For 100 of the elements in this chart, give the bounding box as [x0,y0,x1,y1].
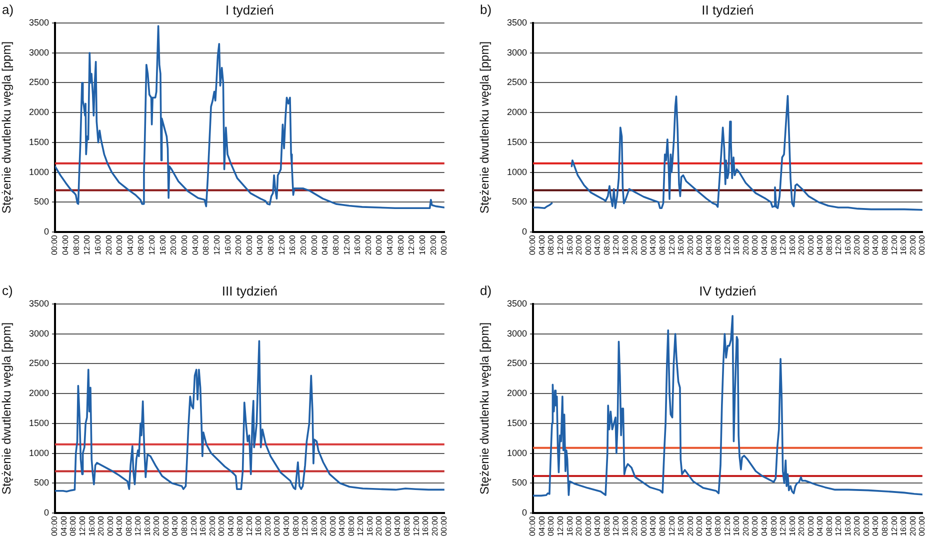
x-tick-label: 16:00 [676,234,686,256]
x-tick-label: 12:00 [778,234,788,256]
x-tick-label: 04:00 [871,515,880,536]
x-tick-label: 12:00 [612,515,621,536]
x-tick-label: 00:00 [115,234,124,256]
y-tick-label: 0 [522,507,527,518]
x-tick-label: 12:00 [412,515,421,536]
x-tick-label: 04:00 [320,234,330,256]
x-tick-label: 20:00 [104,234,114,256]
x-tick-label: 04:00 [760,515,769,536]
y-tick-label: 1500 [506,136,527,147]
x-tick-label: 12:00 [834,515,844,536]
x-tick-label: 12:00 [890,234,899,256]
x-tick-label: 08:00 [658,515,668,536]
x-tick-label: 08:00 [546,515,556,536]
x-tick-label: 08:00 [236,515,245,536]
x-tick-label: 16:00 [676,515,686,536]
text: a) [2,2,14,17]
y-tick-label: 3000 [28,328,49,338]
x-tick-label: 04:00 [760,234,769,256]
x-tick-label: 08:00 [396,234,406,256]
y-tick-label: 1500 [28,136,49,147]
x-tick-label: 00:00 [806,234,816,256]
y-tick-label: 3000 [506,47,527,58]
y-tick-label: 0 [44,507,49,518]
y-tick-label: 1000 [28,166,49,177]
x-tick-label: 00:00 [217,515,226,536]
x-tick-label: 20:00 [169,234,178,256]
x-tick-label: 00:00 [272,515,282,536]
x-tick-label: 00:00 [440,234,449,256]
x-tick-label: 12:00 [667,234,676,256]
text: d) [480,283,492,298]
y-tick-label: 500 [512,196,527,207]
x-tick-label: 00:00 [862,515,871,536]
x-tick-label: 00:00 [328,515,338,536]
x-tick-label: 12:00 [722,234,732,256]
x-tick-label: 20:00 [797,234,806,256]
x-tick-label: 00:00 [440,515,449,536]
x-tick-label: 04:00 [537,234,546,256]
chart-title: II tydzień [702,2,754,18]
x-tick-label: 20:00 [263,515,272,536]
x-tick-label: 20:00 [234,234,244,256]
y-tick-label: 2000 [28,388,49,398]
x-tick-label: 04:00 [816,515,825,536]
x-tick-label: 12:00 [82,234,92,256]
x-tick-label: 00:00 [310,234,319,256]
x-tick-label: 08:00 [72,234,81,256]
x-tick-label: 16:00 [732,234,742,256]
x-tick-label: 00:00 [584,234,593,256]
x-tick-label: 20:00 [741,234,750,256]
y-tick-label: 2000 [506,388,527,398]
x-tick-label: 12:00 [134,515,143,536]
chart-title: III tydzień [222,283,278,298]
x-tick-label: 00:00 [106,515,115,536]
y-tick-label: 2500 [506,77,527,88]
x-tick-label: 00:00 [384,515,393,536]
x-tick-label: 12:00 [78,515,88,536]
x-tick-label: 08:00 [291,515,300,536]
x-tick-label: 00:00 [918,515,927,536]
x-tick-label: 20:00 [428,234,438,256]
y-tick-label: 1000 [506,448,527,458]
x-tick-label: 08:00 [824,515,834,536]
x-tick-label: 04:00 [648,234,658,256]
x-tick-label: 00:00 [750,515,760,536]
y-tick-label: 500 [34,196,49,207]
x-tick-label: 00:00 [584,515,593,536]
x-tick-label: 04:00 [704,515,714,536]
y-tick-label: 2000 [506,107,527,118]
x-tick-label: 08:00 [602,234,612,256]
x-tick-label: 08:00 [331,234,340,256]
x-tick-label: 16:00 [142,515,152,536]
x-tick-label: 00:00 [639,515,648,536]
x-tick-label: 08:00 [714,234,723,256]
x-tick-label: 08:00 [880,234,890,256]
x-tick-label: 04:00 [648,515,658,536]
x-tick-label: 12:00 [407,234,416,256]
x-tick-label: 08:00 [546,234,556,256]
y-tick-label: 3500 [28,298,49,308]
y-tick-label: 500 [512,478,527,488]
x-tick-label: 04:00 [537,515,546,536]
x-tick-label: 12:00 [300,515,310,536]
x-tick-label: 08:00 [602,515,612,536]
x-tick-label: 20:00 [852,234,862,256]
x-tick-label: 16:00 [620,515,630,536]
x-tick-label: 20:00 [741,515,750,536]
x-tick-label: 16:00 [87,515,96,536]
x-tick-label: 20:00 [852,515,862,536]
text: b) [480,2,492,17]
y-tick-label: 3500 [506,298,527,308]
x-tick-label: 12:00 [556,515,566,536]
x-tick-label: 16:00 [223,234,232,256]
x-tick-label: 04:00 [338,515,347,536]
y-tick-label: 500 [34,478,49,488]
x-tick-label: 00:00 [161,515,170,536]
y-axis-title: Stężenie dwutlenku węgla [ppm] [0,322,14,495]
x-tick-label: 08:00 [824,234,834,256]
y-tick-label: 1500 [506,418,527,428]
x-tick-label: 12:00 [667,515,676,536]
x-tick-label: 12:00 [834,234,844,256]
x-tick-label: 16:00 [732,515,742,536]
